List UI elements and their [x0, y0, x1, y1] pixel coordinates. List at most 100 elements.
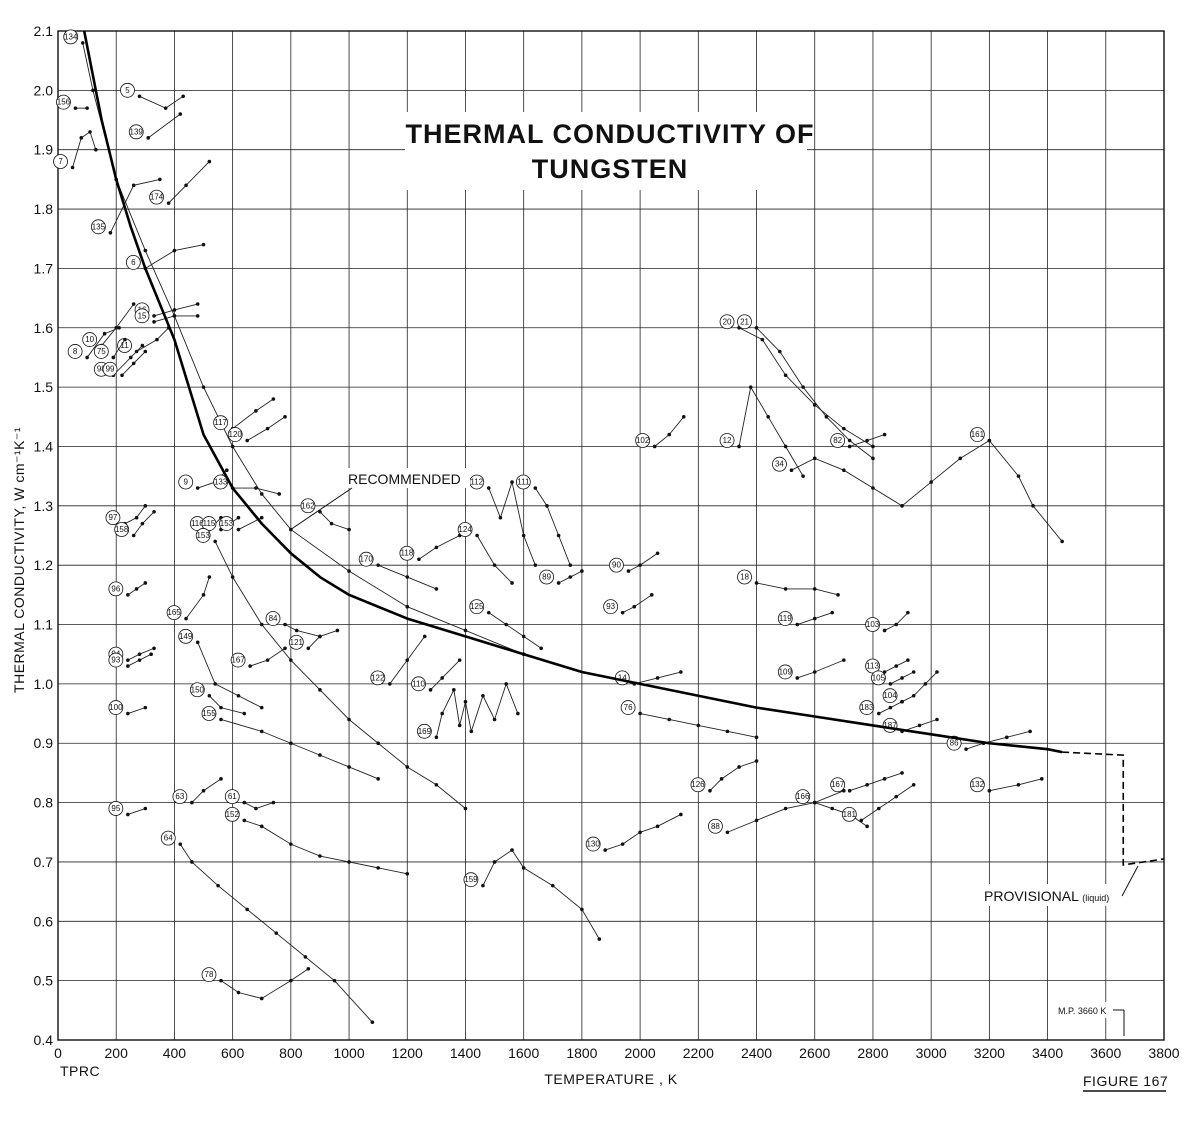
- series-8-point-1: [172, 308, 177, 312]
- x-tick-label-7: 1400: [450, 1045, 481, 1061]
- series-44: 122: [370, 634, 427, 686]
- series-63: 166: [795, 789, 869, 829]
- series-16: 117: [213, 397, 276, 431]
- series-25-ref-label: 96: [111, 584, 120, 593]
- series-34-point-8: [434, 782, 439, 787]
- x-tick-label-17: 3400: [1032, 1045, 1063, 1061]
- series-28-ref-badge: [108, 700, 124, 715]
- series-56-point-1: [655, 676, 660, 680]
- series-75-point-1: [894, 664, 899, 668]
- series-line-64: [861, 784, 914, 821]
- series-54-ref-label: 90: [612, 561, 621, 570]
- series-39-ref-badge: [201, 967, 217, 983]
- series-25-point-0: [126, 593, 130, 597]
- series-line-55: [622, 594, 653, 614]
- y-tick-label-4: 0.8: [34, 795, 54, 811]
- series-53: 89: [539, 569, 584, 585]
- series-25-point-2: [143, 581, 148, 585]
- series-24-point-0: [131, 533, 136, 538]
- series-line-10: [136, 327, 169, 352]
- series-58-point-1: [667, 432, 672, 437]
- series-77-point-3: [935, 670, 939, 674]
- series-67-point-2: [812, 587, 817, 591]
- series-35: 64: [160, 830, 375, 1024]
- series-64-ref-label: 181: [843, 810, 857, 819]
- series-34-point-1: [230, 575, 235, 579]
- series-23-point-2: [143, 504, 148, 508]
- x-axis-ticks: 0 200 400 600 800 1000 1200 1400 1600 1800 2000 220…: [54, 1045, 1180, 1061]
- series-0-point-7: [259, 492, 264, 496]
- series-74: 103: [865, 610, 910, 633]
- series-60-point-1: [620, 842, 625, 846]
- series-70-point-3: [812, 403, 817, 407]
- x-tick-label-16: 3200: [974, 1045, 1005, 1061]
- series-18-ref-label: 9: [183, 478, 188, 487]
- series-59-point-0: [481, 883, 485, 888]
- series-67: 18: [737, 569, 840, 597]
- series-42-ref-badge: [230, 652, 246, 668]
- x-tick-label-13: 2600: [799, 1045, 830, 1061]
- series-48-point-5: [469, 729, 474, 734]
- series-9-point-0: [152, 320, 156, 324]
- series-65-point-1: [865, 782, 869, 787]
- series-line-49: [476, 535, 513, 584]
- series-71: 21: [737, 314, 875, 461]
- series-32-ref-badge: [189, 682, 205, 698]
- series-54-ref-badge: [609, 557, 624, 573]
- x-tick-label-8: 1600: [508, 1045, 539, 1061]
- series-74-ref-badge: [865, 617, 880, 632]
- series-31: 149: [178, 628, 264, 710]
- x-tick-label-1: 200: [105, 1045, 129, 1061]
- series-77-point-2: [923, 682, 928, 686]
- series-line-70: [738, 327, 874, 447]
- series-13-ref-label: 75: [97, 347, 106, 356]
- series-0-point-0: [80, 41, 85, 45]
- series-54-point-2: [655, 551, 660, 556]
- y-tick-label-16: 2.0: [34, 82, 54, 98]
- series-line-23: [124, 505, 146, 525]
- series-29-ref-label: 95: [111, 804, 120, 813]
- series-19-point-1: [254, 486, 258, 490]
- series-72-ref-label: 82: [833, 436, 842, 445]
- series-31-point-3: [259, 705, 264, 710]
- series-28-point-1: [143, 705, 148, 710]
- series-51-ref-label: 111: [517, 478, 530, 487]
- y-tick-label-7: 1.1: [34, 617, 54, 633]
- series-35-ref-badge: [160, 830, 176, 846]
- series-line-58: [654, 416, 685, 447]
- series-16-point-1: [254, 409, 258, 413]
- series-76-ref-badge: [871, 670, 886, 686]
- series-23-point-1: [134, 515, 139, 520]
- series-63-point-3: [865, 824, 869, 829]
- series-32: 150: [189, 682, 247, 716]
- series-47: 110: [411, 658, 462, 692]
- recommended-label: RECOMMENDED: [348, 471, 461, 487]
- series-75-ref-badge: [865, 658, 880, 674]
- series-38-point-1: [259, 824, 264, 829]
- series-80-point-0: [964, 747, 968, 751]
- series-52: 125: [469, 599, 543, 651]
- series-line-43: [319, 511, 350, 530]
- x-tick-label-2: 400: [163, 1045, 187, 1061]
- provisional-curve-group: [1062, 751, 1165, 866]
- series-30-point-0: [184, 616, 188, 621]
- series-78-point-0: [876, 711, 881, 716]
- series-25-ref-badge: [108, 581, 124, 597]
- series-59-point-2: [510, 848, 514, 852]
- x-tick-label-9: 1800: [566, 1045, 597, 1061]
- series-39-point-2: [259, 996, 264, 1001]
- series-59: 159: [463, 848, 602, 941]
- series-60: 130: [585, 812, 683, 852]
- series-49: 124: [457, 522, 514, 585]
- series-13-ref-badge: [93, 344, 109, 359]
- series-33-point-1: [259, 729, 264, 734]
- series-23-ref-label: 97: [108, 513, 117, 522]
- series-35-point-2: [216, 883, 220, 888]
- series-15-point-0: [120, 373, 124, 378]
- series-28-point-0: [126, 711, 130, 716]
- series-38-ref-label: 152: [226, 810, 240, 819]
- series-33-point-4: [347, 765, 351, 769]
- x-tick-label-18: 3600: [1090, 1045, 1121, 1061]
- y-tick-label-14: 1.8: [34, 201, 54, 217]
- series-78-point-1: [888, 705, 893, 710]
